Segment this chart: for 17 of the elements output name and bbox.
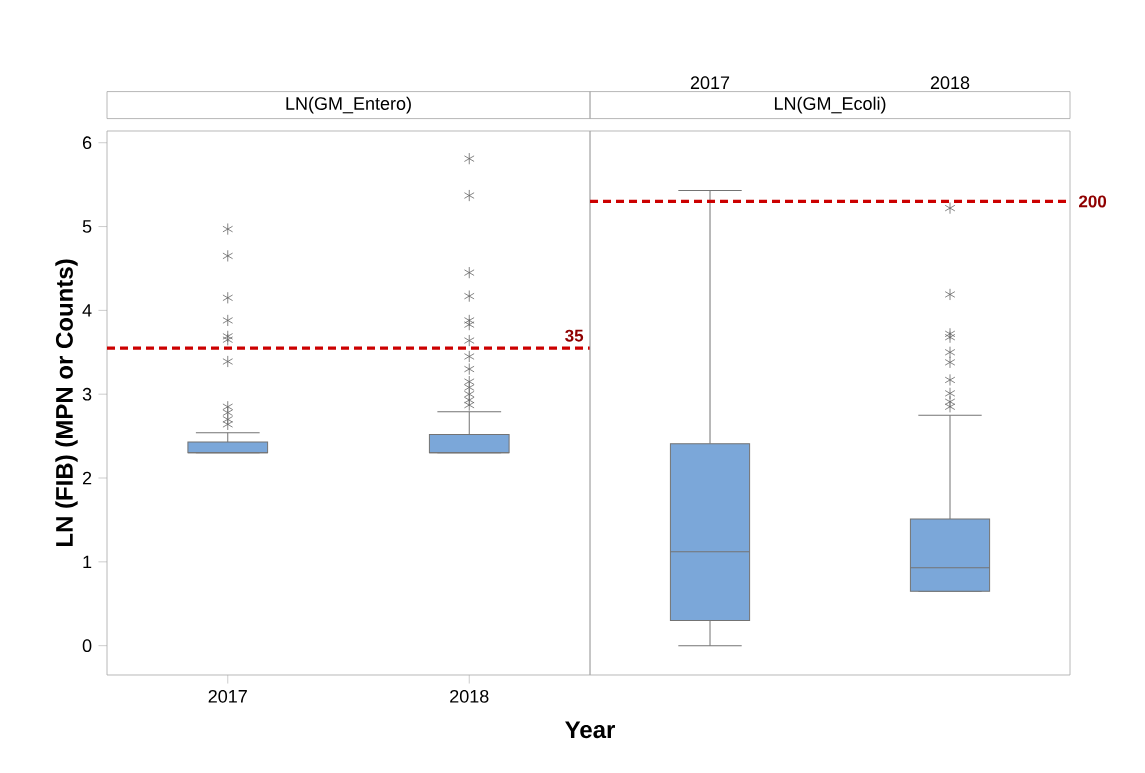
- x-tick-label: 2018: [450, 689, 489, 703]
- y-tick-label: 2: [82, 471, 92, 485]
- x-axis-title: Year: [565, 721, 615, 739]
- y-tick-label: 5: [82, 220, 92, 233]
- y-tick-label: 1: [83, 555, 92, 569]
- x-tick-label: 2018: [930, 76, 970, 90]
- annotation: 35: [565, 329, 584, 342]
- y-axis-title: LN (FIB) (MPN or Counts): [55, 259, 78, 547]
- text: 200: [1079, 195, 1107, 208]
- y-tick-label: 4: [82, 304, 92, 317]
- chart-title: LN(GM_Ecoli): [774, 96, 886, 114]
- x-tick-label: 2017: [690, 76, 730, 90]
- y-tick-label: 0: [82, 639, 92, 653]
- x-tick-label: 2017: [208, 689, 247, 703]
- y-tick-label: 6: [82, 136, 92, 150]
- y-tick-label: 3: [82, 387, 92, 401]
- chart-title: LN(GM_Entero): [286, 96, 411, 114]
